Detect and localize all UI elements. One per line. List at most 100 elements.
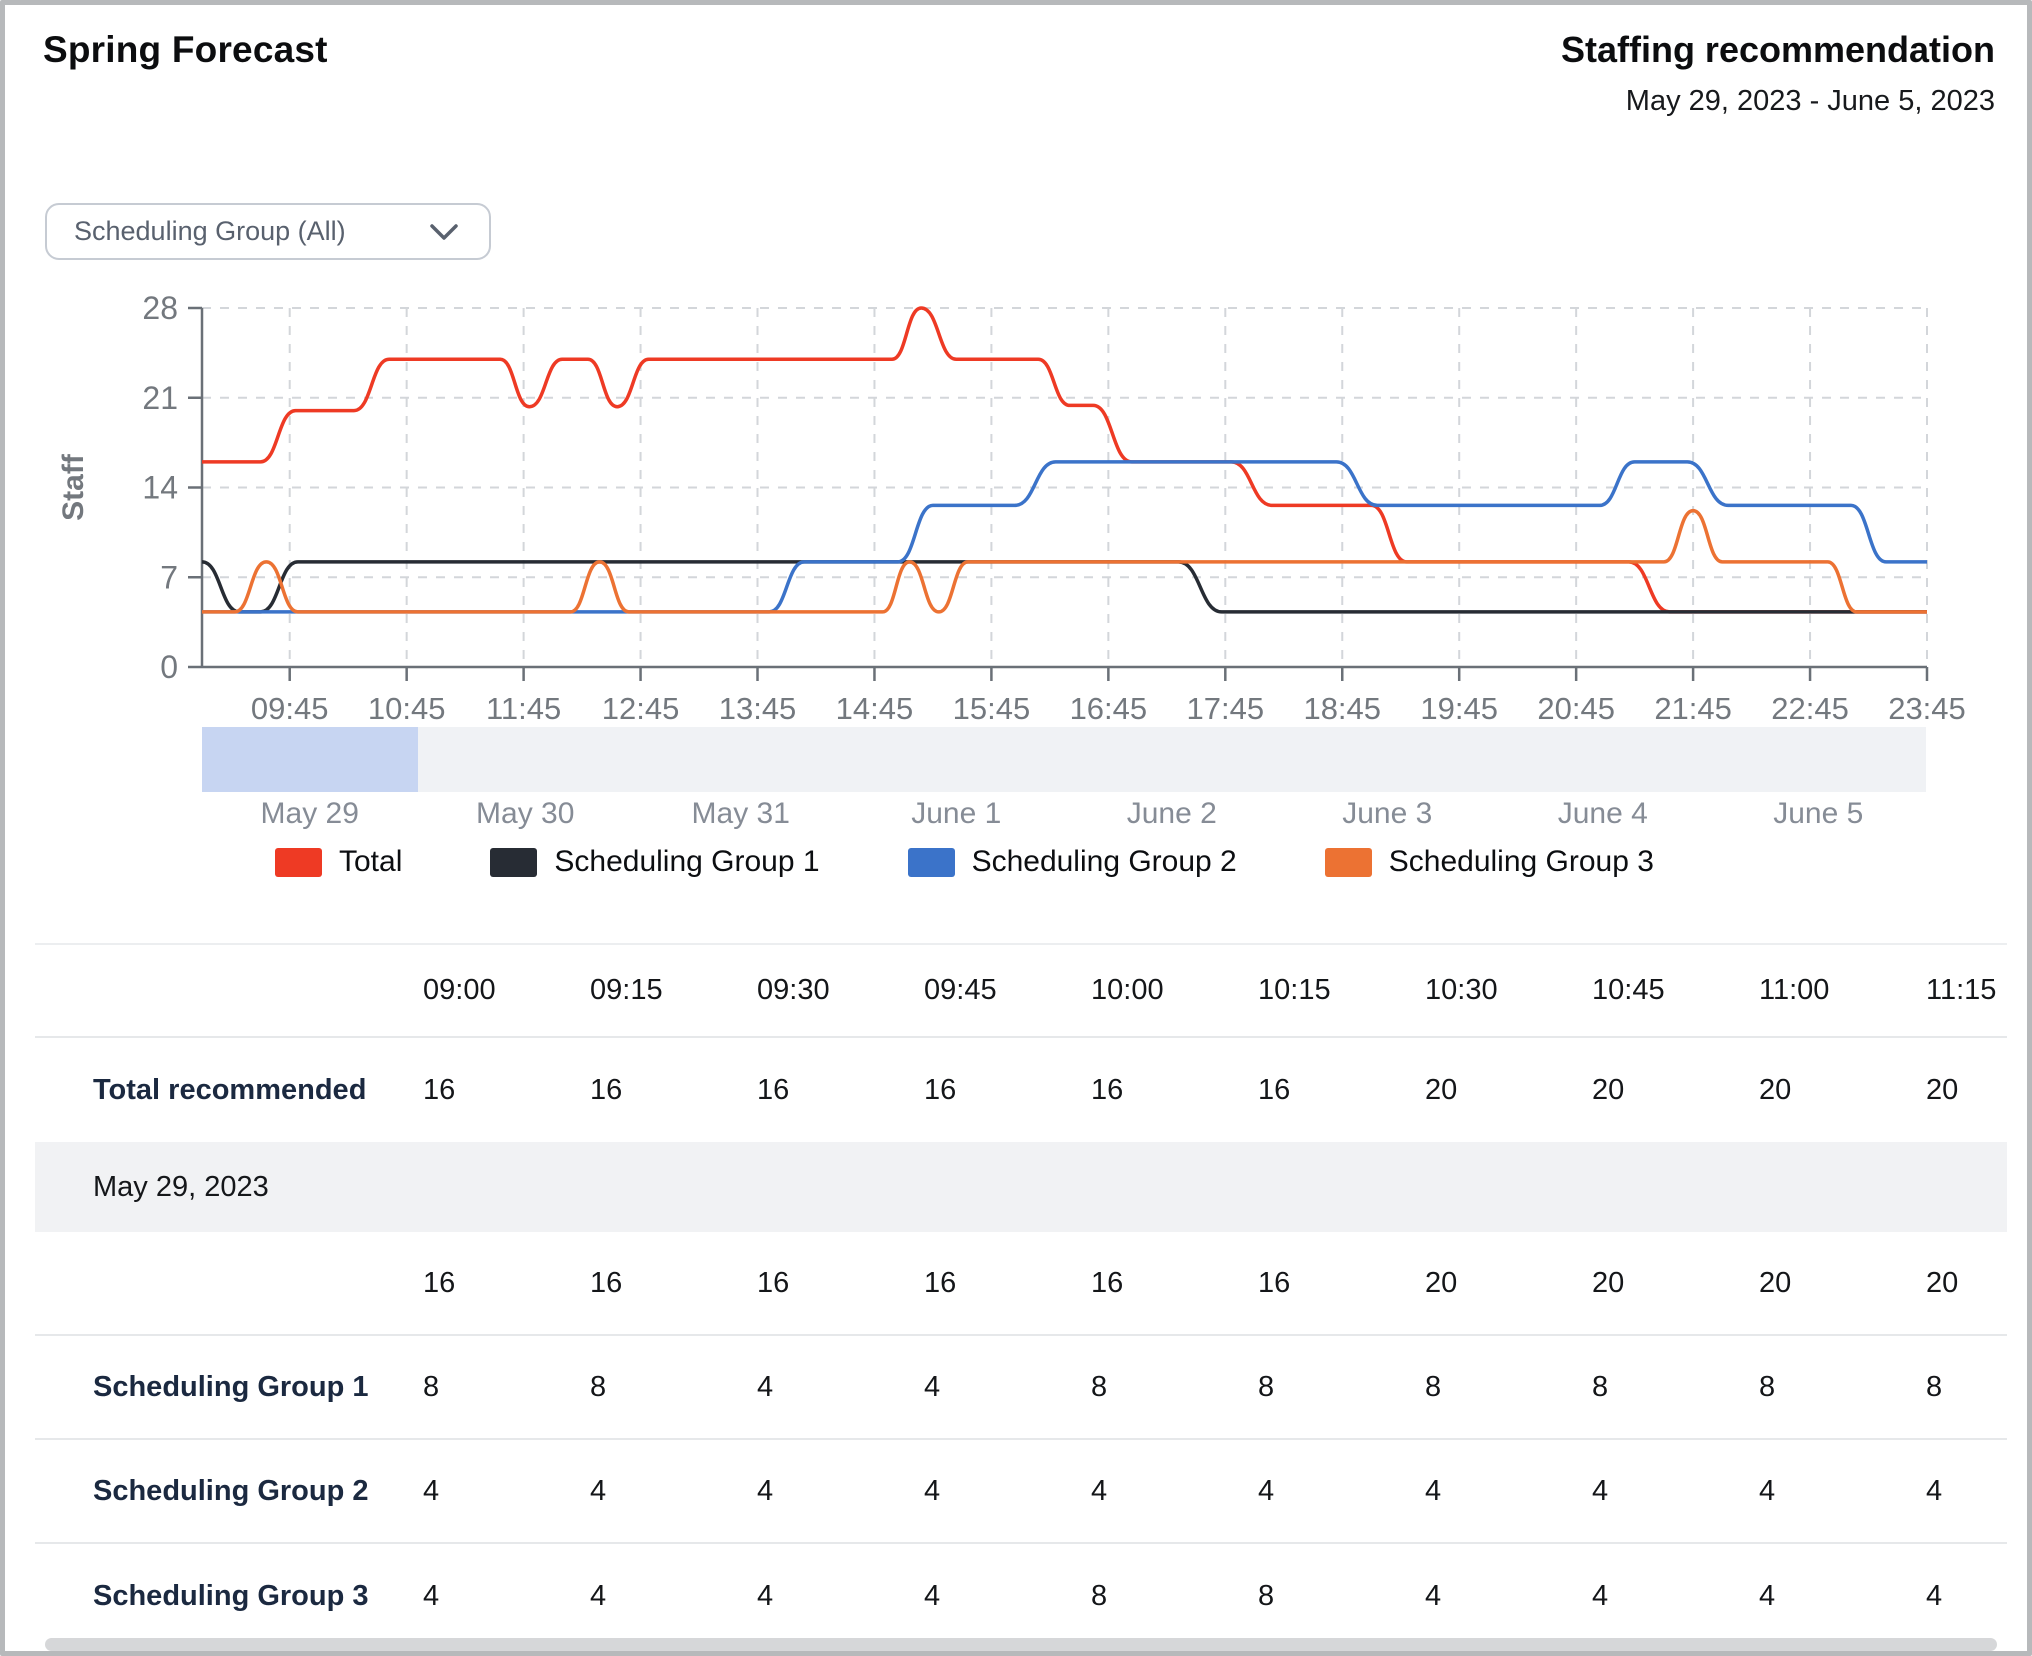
x-tick-label: 11:45 <box>486 691 561 726</box>
time-column-header: 09:15 <box>590 974 663 1006</box>
chart-legend: Total Scheduling Group 1 Scheduling Group … <box>275 845 1654 879</box>
table-value-cell: 8 <box>1592 1370 1609 1403</box>
table-value-cell: 4 <box>924 1474 941 1507</box>
legend-item[interactable]: Scheduling Group 2 <box>907 845 1237 879</box>
chevron-down-icon <box>429 223 459 241</box>
table-value-cell: 4 <box>1091 1474 1108 1507</box>
y-tick-label: 14 <box>142 470 178 506</box>
legend-swatch-icon <box>490 847 538 877</box>
page-title: Spring Forecast <box>43 29 328 70</box>
table-value-cell: 4 <box>1926 1579 1943 1612</box>
scrubber-day-labels: May 29 May 30 May 31 June 1 June 2 June 3 June… <box>202 797 1926 831</box>
x-tick-label: 23:45 <box>1888 691 1966 726</box>
table-value-cell: 8 <box>1926 1370 1943 1403</box>
section-date-label: May 29, 2023 <box>93 1170 269 1203</box>
scrubber-day-label: June 3 <box>1342 797 1433 830</box>
time-column-header: 09:30 <box>757 974 830 1006</box>
row-label: Total recommended <box>93 1073 367 1106</box>
scrubber-day-label: May 29 <box>260 797 359 830</box>
scrubber-day-label: June 2 <box>1126 797 1217 830</box>
scrubber-day-label: June 1 <box>911 797 1002 830</box>
table-value-cell: 20 <box>1926 1266 1959 1299</box>
time-column-header: 09:45 <box>924 974 997 1006</box>
time-column-header: 10:00 <box>1091 974 1164 1006</box>
x-tick-label: 20:45 <box>1537 691 1615 726</box>
x-tick-label: 17:45 <box>1187 691 1265 726</box>
scrubber-day-label: June 4 <box>1557 797 1648 830</box>
table-row: Scheduling Group 2 4 4 4 4 4 4 4 4 4 4 <box>35 1440 2007 1544</box>
x-tick-label: 16:45 <box>1070 691 1148 726</box>
scrubber-day-segment[interactable] <box>1279 727 1495 792</box>
table-value-cell: 4 <box>1425 1474 1442 1507</box>
legend-item[interactable]: Scheduling Group 3 <box>1324 845 1654 879</box>
legend-label: Total <box>339 845 403 878</box>
legend-item[interactable]: Total <box>275 845 402 879</box>
time-column-header: 10:45 <box>1592 974 1665 1006</box>
x-tick-label: 13:45 <box>719 691 797 726</box>
y-axis-label: Staff <box>57 453 90 521</box>
table-row: 16 16 16 16 16 16 20 20 20 20 <box>35 1232 2007 1336</box>
row-label: Scheduling Group 2 <box>93 1474 369 1507</box>
table-value-cell: 4 <box>924 1579 941 1612</box>
series-line-scheduling-group-3 <box>202 508 1927 614</box>
table-value-cell: 8 <box>1425 1370 1442 1403</box>
date-range-scrubber[interactable] <box>202 727 1926 792</box>
table-value-cell: 16 <box>924 1266 957 1299</box>
scrubber-day-segment[interactable] <box>633 727 849 792</box>
horizontal-scrollbar[interactable] <box>35 1638 2007 1651</box>
scrubber-day-label: June 5 <box>1773 797 1864 830</box>
y-tick-label: 28 <box>142 290 178 326</box>
time-column-header: 10:15 <box>1258 974 1331 1006</box>
panel-title: Staffing recommendation <box>1560 29 1995 70</box>
time-column-header: 10:30 <box>1425 974 1498 1006</box>
table-value-cell: 4 <box>1592 1474 1609 1507</box>
date-range-label: May 29, 2023 - June 5, 2023 <box>1625 85 1995 117</box>
table-value-cell: 16 <box>590 1073 623 1106</box>
series-line-total <box>202 306 1927 614</box>
x-tick-label: 22:45 <box>1771 691 1849 726</box>
table-value-cell: 16 <box>757 1266 790 1299</box>
table-value-cell: 4 <box>1759 1579 1776 1612</box>
table-value-cell: 20 <box>1592 1073 1625 1106</box>
row-label: Scheduling Group 3 <box>93 1579 369 1612</box>
scrollbar-thumb[interactable] <box>45 1638 1997 1651</box>
scheduling-group-filter[interactable]: Scheduling Group (All) <box>45 203 491 260</box>
table-value-cell: 8 <box>1091 1370 1108 1403</box>
table-row: Scheduling Group 1 8 8 4 4 8 8 8 8 8 8 <box>35 1336 2007 1440</box>
x-tick-label: 15:45 <box>953 691 1031 726</box>
table-value-cell: 4 <box>757 1579 774 1612</box>
table-value-cell: 4 <box>1926 1474 1943 1507</box>
scrubber-day-segment[interactable] <box>202 727 418 792</box>
table-value-cell: 20 <box>1425 1266 1458 1299</box>
legend-label: Scheduling Group 3 <box>1388 845 1654 878</box>
scrubber-day-segment[interactable] <box>1710 727 1926 792</box>
scrubber-day-label: May 31 <box>691 797 790 830</box>
table-value-cell: 16 <box>590 1266 623 1299</box>
table-value-cell: 8 <box>423 1370 440 1403</box>
table-value-cell: 16 <box>1258 1266 1291 1299</box>
x-tick-label: 10:45 <box>368 691 446 726</box>
panel-header: Staffing recommendation May 29, 2023 - J… <box>1561 29 1995 118</box>
table-value-cell: 4 <box>590 1579 607 1612</box>
scrubber-day-segment[interactable] <box>417 727 633 792</box>
table-row: Total recommended 16 16 16 16 16 16 20 20 20 20 <box>35 1038 2007 1142</box>
table-row: Scheduling Group 3 4 4 4 4 8 8 4 4 4 4 <box>35 1544 2007 1648</box>
table-value-cell: 20 <box>1759 1073 1792 1106</box>
scrubber-day-segment[interactable] <box>1495 727 1711 792</box>
table-value-cell: 20 <box>1926 1073 1959 1106</box>
table-value-cell: 16 <box>757 1073 790 1106</box>
y-tick-label: 21 <box>142 380 178 416</box>
table-value-cell: 4 <box>924 1370 941 1403</box>
y-tick-label: 7 <box>160 559 178 595</box>
scrubber-day-segment[interactable] <box>848 727 1064 792</box>
table-value-cell: 4 <box>757 1370 774 1403</box>
x-tick-label: 09:45 <box>251 691 329 726</box>
table-value-cell: 4 <box>423 1474 440 1507</box>
time-column-header: 11:15 <box>1926 974 1997 1006</box>
table-value-cell: 4 <box>1258 1474 1275 1507</box>
legend-item[interactable]: Scheduling Group 1 <box>490 845 820 879</box>
scrubber-day-segment[interactable] <box>1064 727 1280 792</box>
table-value-cell: 8 <box>1091 1579 1108 1612</box>
table-value-cell: 8 <box>590 1370 607 1403</box>
